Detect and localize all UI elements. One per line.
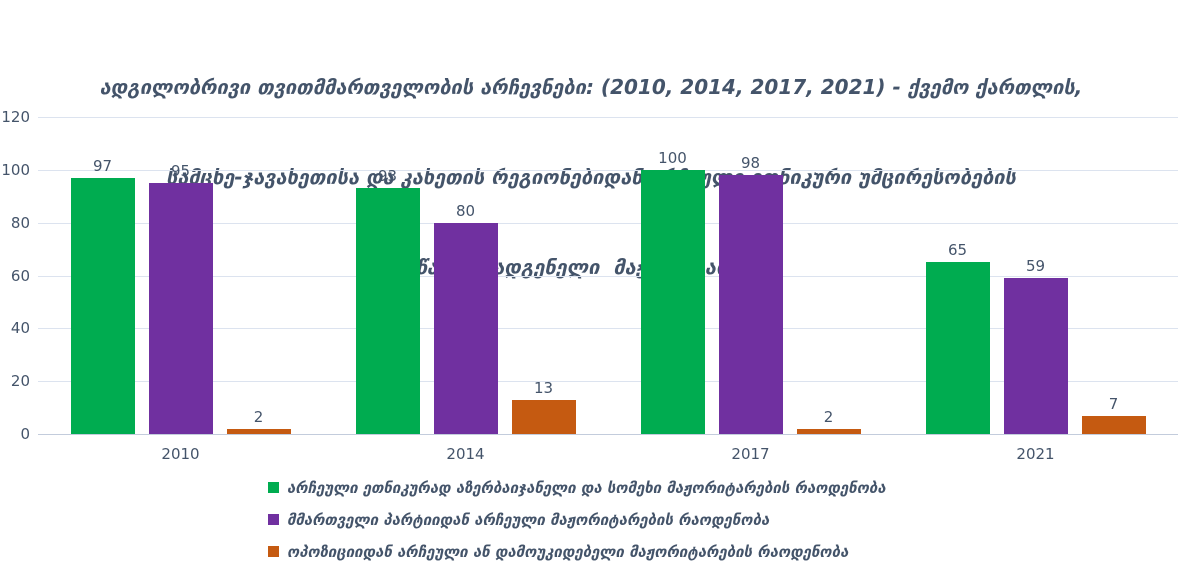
legend-item-2: მმართველი პარტიიდან არჩეული მაჟორიტარები…	[268, 509, 886, 530]
gridline-y40	[38, 328, 1178, 330]
y-tick-label-40: 40	[10, 319, 30, 338]
bar-series1-2014: 93	[355, 167, 420, 434]
chart-title: ადგილობრივი თვითმმართველობის არჩევნები: …	[40, 12, 1142, 342]
bar-value-label: 2	[823, 407, 834, 426]
x-tick-label-2021: 2021	[1016, 445, 1055, 463]
bar-value-label: 7	[1108, 394, 1119, 413]
bar-series3-2017: 2	[796, 408, 861, 434]
bar-series2-2014: 80	[433, 202, 498, 434]
gridline-y100	[38, 169, 1178, 171]
x-tick-label-2014: 2014	[446, 445, 485, 463]
legend: არჩეული ეთნიკურად აზერბაიჯანელი და სომეხ…	[268, 477, 886, 568]
bar-value-label: 95	[170, 162, 191, 181]
x-tick-label-2017: 2017	[731, 445, 770, 463]
y-tick-label-0: 0	[20, 425, 30, 443]
x-axis-labels: 2010 2014 2017 2021	[38, 444, 1178, 464]
legend-item-3: ოპოზიციიდან არჩეული ან დამოუკიდებელი მაჟ…	[268, 541, 886, 562]
bar-series2-2010: 95	[148, 162, 213, 434]
x-tick-label-2010: 2010	[161, 445, 200, 463]
bar-series1-2021: 65	[925, 241, 990, 434]
y-tick-label-60: 60	[10, 266, 30, 285]
legend-label: ოპოზიციიდან არჩეული ან დამოუკიდებელი მაჟ…	[287, 542, 849, 561]
bar-series1-2017: 100	[640, 149, 705, 434]
bar-value-label: 100	[658, 148, 687, 167]
legend-swatch-icon	[268, 482, 279, 493]
bar-groups: 97 95 2 93 80 13 100 98 2 65 59 7	[38, 117, 1178, 434]
bar-series1-2010: 97	[70, 157, 135, 434]
legend-label: მმართველი პარტიიდან არჩეული მაჟორიტარები…	[287, 510, 770, 529]
bar-value-label: 98	[740, 154, 761, 173]
bar-series2-2021: 59	[1003, 257, 1068, 434]
y-tick-label-80: 80	[10, 213, 30, 232]
gridline-y120	[38, 117, 1178, 118]
gridline-y60	[38, 275, 1178, 277]
bar-value-label: 80	[455, 201, 476, 220]
legend-swatch-icon	[268, 546, 279, 557]
bar-value-label: 2	[253, 407, 264, 426]
legend-item-1: არჩეული ეთნიკურად აზერბაიჯანელი და სომეხ…	[268, 477, 886, 498]
gridline-y20	[38, 381, 1178, 383]
plot-area: 97 95 2 93 80 13 100 98 2 65 59 7	[38, 117, 1178, 435]
bar-series3-2021: 7	[1081, 395, 1146, 434]
y-tick-label-20: 20	[10, 372, 30, 391]
chart-title-line-1: ადგილობრივი თვითმმართველობის არჩევნები: …	[99, 75, 1083, 99]
y-axis: 0 20 40 60 80 100 120	[0, 108, 30, 443]
legend-swatch-icon	[268, 514, 279, 525]
bar-value-label: 97	[92, 156, 113, 175]
bar-value-label: 13	[533, 378, 554, 397]
y-tick-label-100: 100	[1, 160, 30, 179]
bar-value-label: 59	[1025, 257, 1046, 276]
bar-series3-2014: 13	[511, 379, 576, 434]
legend-label: არჩეული ეთნიკურად აზერბაიჯანელი და სომეხ…	[287, 478, 886, 497]
bar-value-label: 93	[377, 167, 398, 186]
bar-value-label: 65	[947, 241, 968, 260]
bar-group-2014: 93 80 13	[323, 117, 608, 434]
bar-group-2021: 65 59 7	[893, 117, 1178, 434]
y-tick-label-120: 120	[1, 108, 30, 126]
bar-group-2010: 97 95 2	[38, 117, 323, 434]
bar-series2-2017: 98	[718, 154, 783, 434]
gridline-y80	[38, 222, 1178, 224]
bar-series3-2010: 2	[226, 408, 291, 434]
bar-group-2017: 100 98 2	[608, 117, 893, 434]
